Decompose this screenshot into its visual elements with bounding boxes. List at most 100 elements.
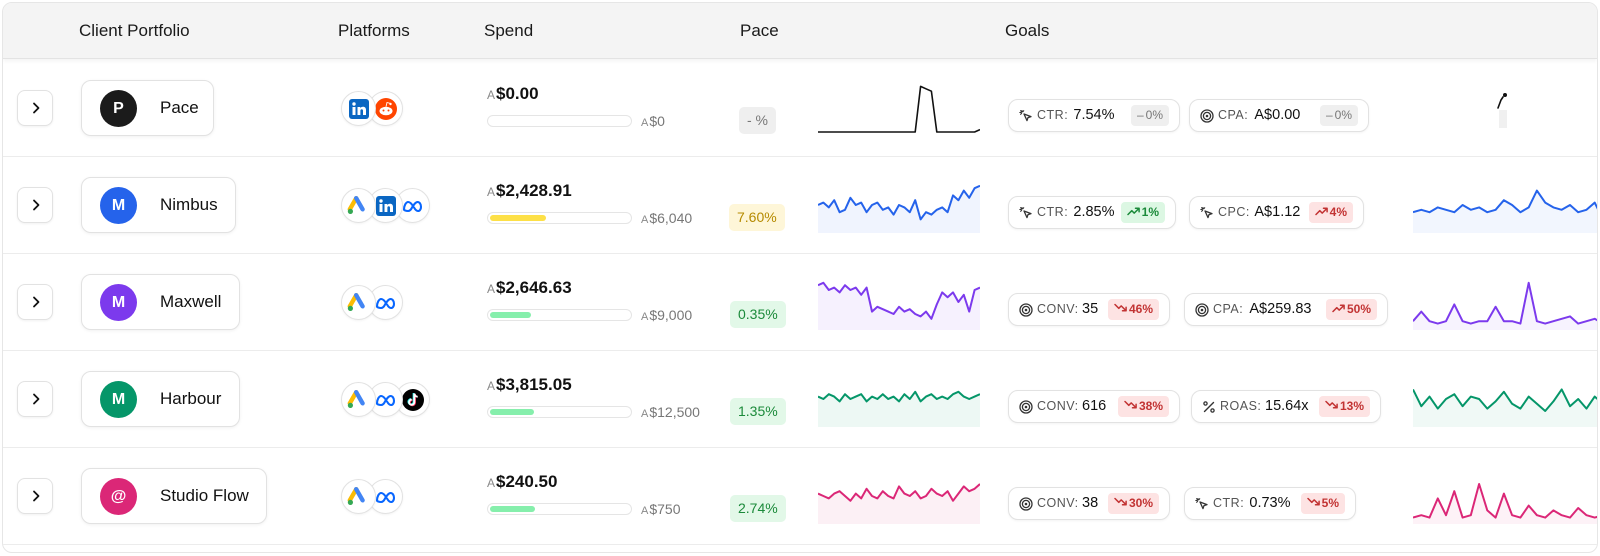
spend-value: $240.50 (496, 472, 558, 491)
goal-card[interactable]: ROAS: 15.64x 13% (1191, 390, 1381, 423)
change-value: 50% (1346, 302, 1371, 316)
spend-progress-fill (490, 506, 535, 512)
google-ads-icon (341, 285, 376, 320)
trend-icon (1114, 302, 1127, 316)
currency-prefix: A (487, 379, 496, 393)
pace-badge: 1.35% (730, 398, 786, 425)
expand-row-button[interactable] (17, 284, 53, 320)
goal-label: CTR: (1037, 205, 1069, 219)
client-card[interactable]: M Nimbus (81, 177, 236, 233)
goal-sparkline (1413, 80, 1597, 136)
goal-change-badge: 5% (1300, 493, 1345, 514)
header-platforms[interactable]: Platforms (338, 21, 410, 40)
change-value: 38% (1138, 399, 1163, 413)
chevron-right-icon (33, 102, 40, 114)
goal-card[interactable]: CONV: 38 30% (1008, 487, 1170, 520)
pace-sparkline (817, 371, 981, 427)
goal-change-badge: –0% (1319, 105, 1358, 126)
goal-card[interactable]: CPA: A$0.00 –0% (1189, 99, 1369, 132)
spend-amount: A$3,815.05 (487, 375, 572, 395)
change-value: 0% (1145, 108, 1163, 122)
target-icon (1195, 303, 1209, 317)
spend-amount: A$0.00 (487, 84, 539, 104)
budget-value: $750 (649, 501, 681, 517)
trend-icon (1332, 302, 1345, 316)
client-name: Studio Flow (160, 486, 249, 505)
header-spend[interactable]: Spend (484, 21, 534, 40)
client-name: Maxwell (160, 292, 222, 311)
change-value: 5% (1321, 496, 1339, 510)
pace-badge: 2.74% (730, 495, 786, 522)
trend-icon (1306, 496, 1320, 510)
avatar: M (100, 284, 137, 321)
client-card[interactable]: P Pace (81, 80, 214, 136)
chevron-right-icon (33, 490, 40, 502)
client-card[interactable]: M Harbour (81, 371, 240, 427)
expand-row-button[interactable] (17, 478, 53, 514)
currency-prefix: A (641, 117, 649, 129)
change-value: 4% (1329, 205, 1347, 219)
change-value: 46% (1128, 302, 1153, 316)
spend-progress-bar (487, 406, 632, 418)
spend-progress-bar (487, 503, 632, 515)
trend-icon: – (1136, 108, 1144, 122)
goal-change-badge: 30% (1107, 493, 1159, 514)
goal-label: ROAS: (1220, 399, 1262, 413)
percent-icon (1203, 401, 1215, 413)
header-client-portfolio[interactable]: Client Portfolio (79, 21, 190, 40)
expand-row-button[interactable] (17, 90, 53, 126)
budget-value: $0 (649, 113, 665, 129)
goal-card[interactable]: CPA: A$259.83 50% (1184, 293, 1388, 326)
target-icon (1019, 400, 1033, 414)
table-row: M Harbour A$3,815.05 A$12,500 1.35% CONV: 616 3… (3, 351, 1597, 448)
pace-badge: 0.35% (730, 301, 786, 328)
avatar: P (100, 90, 137, 127)
header-goals[interactable]: Goals (1005, 21, 1050, 40)
goal-card[interactable]: CTR: 7.54% –0% (1008, 99, 1180, 132)
trend-icon: – (1325, 108, 1333, 122)
pace-sparkline (817, 468, 981, 524)
change-value: 0% (1334, 108, 1352, 122)
expand-row-button[interactable] (17, 187, 53, 223)
goal-label: CTR: (1037, 108, 1069, 122)
budget-value: $12,500 (649, 404, 700, 420)
goal-value: 0.73% (1249, 495, 1291, 511)
cursor-click-icon (1195, 497, 1208, 510)
goal-change-badge: 4% (1308, 202, 1353, 223)
google-ads-icon (341, 479, 376, 514)
goal-value: 616 (1082, 398, 1107, 414)
goal-value: 2.85% (1073, 204, 1115, 220)
avatar: @ (100, 478, 137, 515)
spend-amount: A$240.50 (487, 472, 557, 492)
table-row: M Nimbus A$2,428.91 A$6,040 7.60% CTR: 2.85% 1%… (3, 157, 1597, 254)
goal-card[interactable]: CPC: A$1.12 4% (1189, 196, 1364, 229)
goal-card[interactable]: CONV: 616 38% (1008, 390, 1180, 423)
goal-value: 35 (1082, 301, 1099, 317)
spend-progress-fill (490, 409, 534, 415)
avatar: M (100, 187, 137, 224)
currency-prefix: A (641, 505, 649, 517)
pace-badge: - % (739, 107, 776, 134)
meta-icon (395, 188, 430, 223)
google-ads-icon (341, 188, 376, 223)
target-icon (1019, 497, 1033, 511)
goal-card[interactable]: CTR: 0.73% 5% (1184, 487, 1356, 520)
goal-value: 7.54% (1073, 107, 1115, 123)
client-card[interactable]: M Maxwell (81, 274, 240, 330)
budget-amount: A$750 (641, 501, 681, 517)
goal-change-badge: 50% (1325, 299, 1377, 320)
client-card[interactable]: @ Studio Flow (81, 468, 267, 524)
budget-amount: A$9,000 (641, 307, 692, 323)
goal-label: CTR: (1213, 496, 1245, 510)
goal-card[interactable]: CONV: 35 46% (1008, 293, 1170, 326)
budget-amount: A$6,040 (641, 210, 692, 226)
goal-label: CPA: (1213, 302, 1244, 316)
spend-amount: A$2,646.63 (487, 278, 572, 298)
linkedin-icon (368, 188, 403, 223)
goal-card[interactable]: CTR: 2.85% 1% (1008, 196, 1176, 229)
trend-icon (1126, 205, 1140, 219)
cursor-click-icon (1019, 206, 1032, 219)
expand-row-button[interactable] (17, 381, 53, 417)
header-pace[interactable]: Pace (740, 21, 779, 40)
pace-badge: 7.60% (729, 204, 785, 231)
